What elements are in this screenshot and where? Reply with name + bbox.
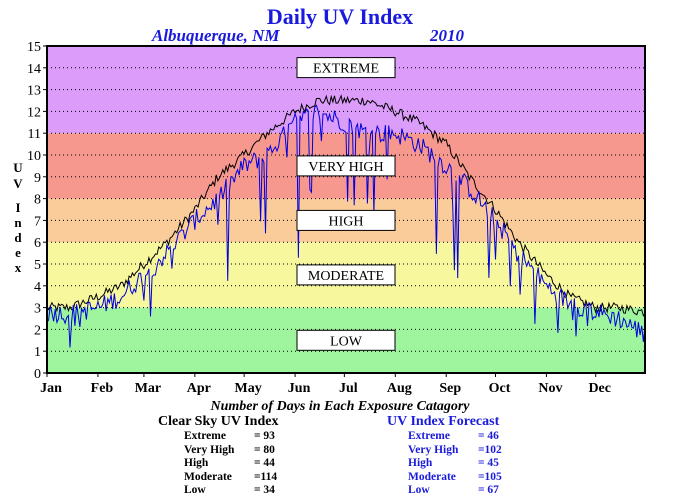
series-line-clear-sky — [46, 94, 646, 317]
summary-row-value: = 93 — [254, 430, 275, 442]
y-tick-label: 1 — [34, 345, 41, 360]
summary-row-value: = 46 — [478, 430, 499, 442]
forecast-heading: UV Index Forecast — [387, 414, 500, 429]
summary-row-name: Low — [408, 484, 430, 496]
y-axis-label-char: V — [13, 176, 23, 191]
summary-row-value: = 44 — [254, 457, 275, 469]
summary-row: Very High =102 — [408, 444, 502, 457]
summary-row-value: = 67 — [478, 484, 499, 496]
y-tick-label: 10 — [27, 149, 41, 164]
y-tick-label: 7 — [34, 214, 41, 229]
summary-row-value: = 45 — [478, 457, 499, 469]
y-tick-label: 15 — [27, 40, 41, 55]
summary-row: Low = 67 — [408, 484, 499, 497]
y-tick-label: 13 — [27, 84, 41, 99]
summary-row: Extreme = 46 — [408, 430, 499, 443]
x-tick-label: Jun — [288, 381, 311, 396]
y-axis-label-char: x — [14, 260, 22, 275]
summary-row: High = 44 — [184, 457, 275, 470]
y-tick-label: 2 — [34, 323, 41, 338]
chart-year: 2010 — [430, 26, 464, 45]
summary-row-name: Moderate — [184, 470, 232, 483]
x-tick-label: Jul — [339, 381, 358, 396]
plot-frame — [46, 45, 646, 374]
band-label-box — [296, 264, 396, 286]
x-tick-label: Feb — [91, 381, 114, 396]
summary-row: Moderate =114 — [184, 471, 277, 484]
x-tick-label: Oct — [489, 381, 511, 396]
x-tick-label: Jan — [40, 381, 62, 396]
y-axis-label-char: n — [14, 215, 22, 230]
y-axis-label-char: d — [14, 230, 22, 245]
band-label: MODERATE — [308, 269, 384, 284]
chart-title: Daily UV Index — [266, 4, 414, 29]
summary-row-name: Moderate — [408, 470, 456, 483]
y-tick-label: 12 — [27, 105, 41, 120]
x-tick-label: Apr — [187, 381, 211, 396]
summary-row: Very High = 80 — [184, 444, 275, 457]
summary-row-value: = 34 — [254, 484, 275, 496]
y-tick-label: 8 — [34, 193, 41, 208]
summary-row: Moderate =105 — [408, 471, 502, 484]
band-label-box — [296, 329, 396, 351]
summary-row: Low = 34 — [184, 484, 275, 497]
band-label-box — [296, 57, 396, 79]
y-axis-label-char: I — [15, 200, 21, 215]
x-tick-label: Aug — [387, 381, 412, 396]
band-label-box — [296, 209, 396, 231]
y-tick-label: 0 — [34, 367, 41, 382]
x-tick-label: Sep — [439, 381, 461, 396]
summary-row-name: High — [184, 457, 209, 469]
x-tick-label: Dec — [588, 381, 611, 396]
summary-row: High = 45 — [408, 457, 499, 470]
band-label-box — [296, 155, 396, 177]
summary-row-name: Very High — [184, 443, 235, 456]
summary-row-name: Low — [184, 484, 206, 496]
band-label: LOW — [330, 334, 363, 349]
summary-row-name: High — [408, 457, 433, 469]
y-axis-label-char: e — [15, 245, 21, 260]
summary-row-value: =114 — [254, 470, 278, 483]
summary-row: Extreme = 93 — [184, 430, 275, 443]
summary-row-name: Extreme — [184, 430, 226, 442]
y-axis-label-char: U — [13, 160, 23, 175]
summary-row-value: = 80 — [254, 443, 275, 456]
summary-row-value: =102 — [478, 443, 502, 456]
y-tick-label: 4 — [34, 280, 41, 295]
y-tick-label: 9 — [34, 171, 41, 186]
x-tick-label: May — [235, 381, 262, 396]
band-label: EXTREME — [313, 62, 379, 77]
y-tick-label: 6 — [34, 236, 41, 251]
summary-row-name: Extreme — [408, 430, 450, 442]
summary-row-name: Very High — [408, 443, 459, 456]
y-tick-label: 14 — [27, 62, 41, 77]
y-tick-label: 11 — [28, 127, 41, 142]
summary-row-value: =105 — [478, 470, 502, 483]
band-label: HIGH — [329, 214, 364, 229]
x-tick-label: Mar — [135, 381, 161, 396]
x-tick-label: Nov — [538, 381, 562, 396]
y-tick-label: 3 — [34, 302, 41, 317]
band-label: VERY HIGH — [308, 160, 383, 175]
series-line-forecast — [46, 104, 646, 348]
chart-location: Albuquerque, NM — [152, 26, 280, 45]
summary-title: Number of Days in Each Exposure Catagory — [210, 399, 470, 414]
clear-sky-heading: Clear Sky UV Index — [158, 414, 279, 429]
y-tick-label: 5 — [34, 258, 41, 273]
